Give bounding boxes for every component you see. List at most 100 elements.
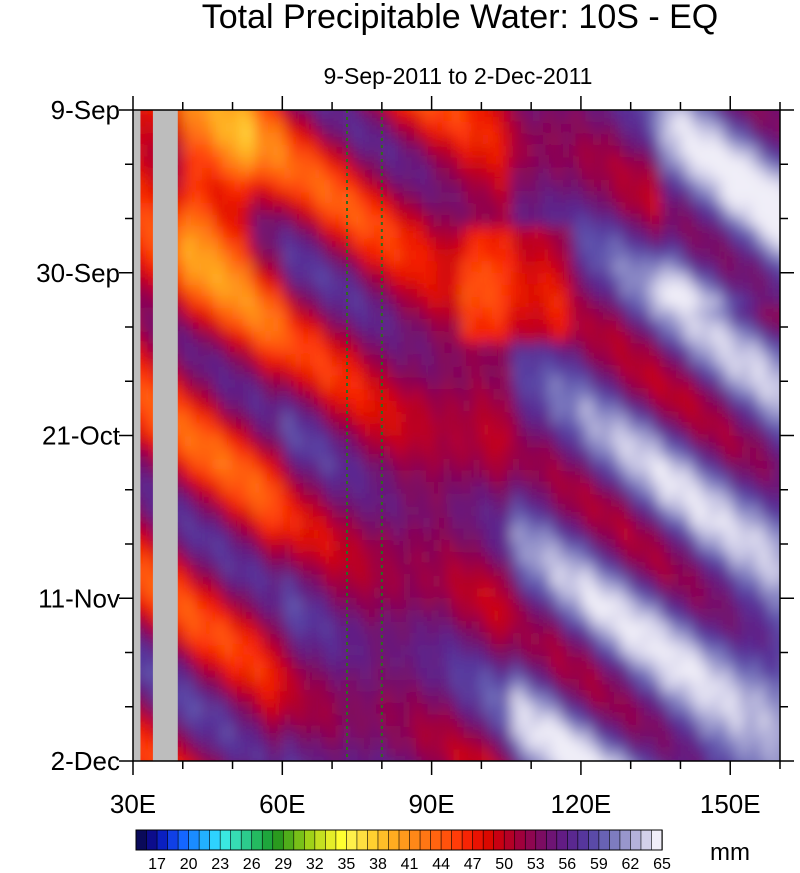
heatmap-cell [352, 144, 363, 158]
heatmap-cell [411, 389, 423, 402]
heatmap-cell [381, 272, 393, 286]
heatmap-cell [690, 377, 702, 390]
heatmap-cell [641, 784, 652, 797]
heatmap-cell [630, 423, 642, 437]
heatmap-cell [740, 691, 752, 704]
heatmap-cell [143, 237, 154, 251]
heatmap-cell [421, 737, 433, 751]
heatmap-cell [660, 412, 672, 425]
heatmap-cell [760, 668, 772, 681]
heatmap-cell [441, 307, 453, 321]
heatmap-cell [352, 284, 363, 297]
heatmap-cell [631, 784, 642, 797]
heatmap-cell [421, 203, 433, 216]
heatmap-cell [451, 121, 463, 135]
heatmap-cell [760, 656, 772, 669]
heatmap-cell [172, 179, 184, 193]
heatmap-cell [282, 110, 294, 111]
heatmap-cell [272, 702, 284, 716]
heatmap-cell [172, 737, 184, 751]
heatmap-cell [740, 702, 752, 716]
heatmap-cell [302, 726, 314, 739]
heatmap-cell [710, 540, 722, 553]
heatmap-cell [342, 296, 353, 309]
heatmap-cell [700, 377, 712, 390]
heatmap-cell [113, 715, 124, 728]
heatmap-cell [670, 307, 682, 321]
heatmap-cell [551, 389, 563, 402]
heatmap-cell [660, 307, 672, 321]
heatmap-cell [322, 668, 334, 681]
heatmap-cell [192, 272, 204, 286]
heatmap-cell [342, 121, 353, 135]
heatmap-cell [202, 203, 214, 216]
heatmap-cell [690, 551, 702, 565]
heatmap-cell [262, 726, 274, 739]
heatmap-cell [770, 296, 780, 309]
heatmap-cell [352, 354, 363, 367]
heatmap-cell [650, 528, 662, 542]
heatmap-cell [262, 493, 274, 507]
heatmap-cell [212, 679, 224, 693]
heatmap-cell [252, 214, 264, 228]
heatmap-cell [600, 749, 612, 761]
heatmap-cell [780, 424, 791, 437]
heatmap-cell [541, 133, 553, 146]
heatmap-cell [421, 714, 433, 728]
heatmap-cell [600, 528, 612, 542]
heatmap-cell [740, 773, 751, 786]
heatmap-cell [202, 435, 214, 449]
heatmap-cell [461, 516, 473, 530]
heatmap-cell [282, 400, 294, 414]
heatmap-cell [650, 133, 662, 146]
heatmap-cell [571, 133, 582, 146]
heatmap-cell [431, 214, 443, 228]
heatmap-cell [292, 761, 303, 774]
heatmap-cell [650, 586, 662, 600]
heatmap-cell [222, 237, 234, 251]
heatmap-cell [113, 180, 124, 193]
heatmap-cell [451, 702, 463, 716]
heatmap-cell [521, 110, 533, 123]
heatmap-cell [780, 261, 791, 274]
heatmap-cell [411, 342, 423, 356]
heatmap-cell [780, 308, 791, 321]
heatmap-cell [232, 493, 244, 507]
heatmap-cell [272, 714, 284, 728]
heatmap-cell [322, 377, 334, 390]
heatmap-cell [391, 493, 403, 507]
heatmap-cell [640, 563, 652, 576]
heatmap-cell [680, 621, 692, 635]
heatmap-cell [113, 656, 124, 669]
heatmap-cell [790, 389, 800, 402]
heatmap-cell [411, 307, 423, 321]
heatmap-cell [630, 110, 642, 111]
heatmap-cell [521, 400, 533, 414]
heatmap-cell [660, 540, 672, 553]
heatmap-cell [292, 249, 304, 263]
heatmap-cell [152, 110, 164, 111]
heatmap-cell [531, 691, 543, 704]
heatmap-cell [192, 400, 204, 414]
heatmap-cell [740, 203, 752, 216]
heatmap-cell [501, 505, 513, 518]
heatmap-cell [342, 563, 353, 576]
heatmap-cell [790, 168, 800, 181]
heatmap-cell [740, 575, 752, 588]
heatmap-cell [650, 702, 662, 716]
heatmap-cell [262, 702, 274, 716]
heatmap-cell [690, 737, 702, 751]
heatmap-cell [660, 156, 672, 170]
heatmap-cell [740, 737, 752, 751]
heatmap-cell [272, 272, 284, 286]
heatmap-cell [590, 575, 602, 588]
heatmap-cell [770, 249, 780, 263]
heatmap-cell [790, 226, 800, 239]
heatmap-cell [531, 249, 543, 263]
heatmap-cell [401, 656, 413, 669]
heatmap-cell [511, 714, 523, 728]
heatmap-cell [620, 121, 632, 135]
heatmap-cell [501, 644, 513, 658]
heatmap-cell [571, 656, 582, 669]
heatmap-cell [282, 284, 294, 297]
